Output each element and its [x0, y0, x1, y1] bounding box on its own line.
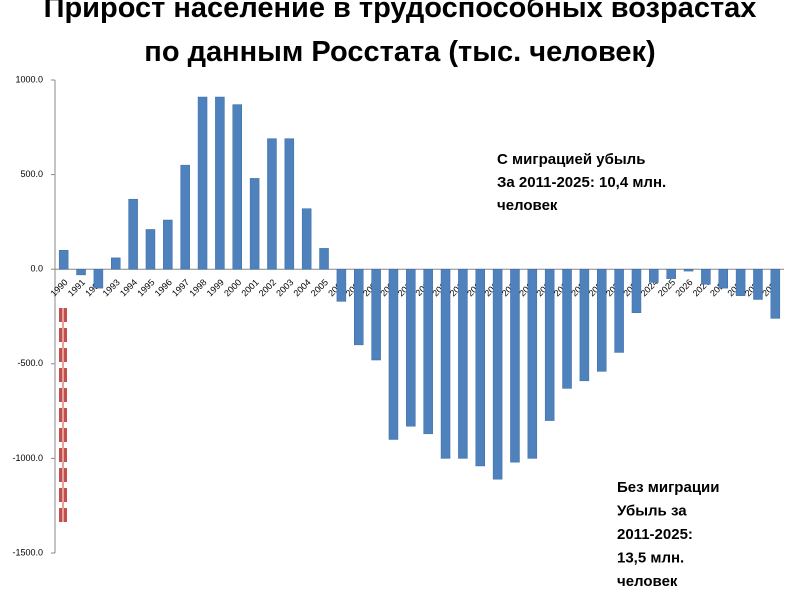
x-tick-label: 1994	[118, 277, 139, 298]
bar	[215, 96, 225, 270]
bar	[492, 268, 503, 480]
bar	[336, 268, 347, 302]
bar	[93, 268, 104, 289]
bar	[180, 164, 190, 270]
bar	[683, 268, 694, 272]
bar	[319, 248, 329, 270]
x-tick-label: 1998	[187, 277, 208, 298]
x-tick-label: 2026	[673, 277, 694, 298]
x-tick-label: 2025	[656, 277, 677, 298]
annotation: Убыль за	[617, 502, 687, 519]
bar	[527, 268, 538, 459]
annotation: Без миграции	[617, 479, 719, 496]
bar	[544, 268, 555, 421]
bar	[145, 229, 156, 270]
x-tick-label: 1997	[170, 277, 191, 298]
bar	[440, 268, 451, 459]
x-tick-label: 2002	[257, 277, 278, 298]
annotation: За 2011-2025: 10,4 млн.	[497, 174, 666, 191]
y-tick-label: 0.0	[30, 264, 43, 274]
x-tick-label: 2001	[239, 277, 260, 298]
y-tick-label: -1500.0	[12, 547, 43, 557]
bar	[388, 268, 399, 440]
bar	[666, 268, 676, 279]
bar	[111, 257, 121, 270]
bar	[58, 250, 69, 270]
x-tick-label: 1995	[135, 277, 156, 298]
bar	[267, 138, 277, 270]
bar	[614, 268, 624, 353]
bar	[128, 198, 138, 270]
bar	[197, 96, 208, 270]
bar	[562, 268, 572, 389]
bar	[301, 208, 312, 270]
annotation: С миграцией убыль	[497, 151, 645, 168]
bar	[510, 268, 520, 463]
bar	[631, 268, 642, 313]
x-tick-label: 1993	[101, 277, 122, 298]
x-tick-label: 1990	[49, 277, 70, 298]
annotation: 13,5 млн.	[617, 549, 684, 566]
bar	[249, 178, 260, 270]
bar	[458, 268, 468, 459]
y-tick-label: 1000.0	[15, 74, 43, 84]
annotation: человек	[617, 573, 678, 590]
bar	[406, 268, 416, 427]
x-tick-label: 2004	[292, 277, 313, 298]
bar	[718, 268, 728, 289]
x-tick-label: 1996	[153, 277, 174, 298]
x-tick-label: 1991	[66, 277, 87, 298]
bar	[770, 268, 781, 319]
bar	[597, 268, 607, 372]
y-tick-label: 500.0	[20, 169, 43, 179]
annotation: 2011-2025:	[617, 526, 693, 543]
x-tick-label: 2005	[309, 277, 330, 298]
bar	[649, 268, 659, 283]
bar	[475, 268, 485, 467]
x-tick-label: 2000	[222, 277, 243, 298]
bar	[284, 138, 295, 270]
bar	[354, 268, 364, 346]
bar	[371, 268, 381, 361]
bar	[76, 268, 86, 276]
bar	[701, 268, 711, 285]
bar	[579, 268, 590, 382]
x-tick-label: 1999	[205, 277, 226, 298]
x-tick-label: 2003	[274, 277, 295, 298]
y-tick-label: -500.0	[17, 358, 43, 368]
bar	[735, 268, 746, 296]
annotation: человек	[497, 197, 558, 214]
bar	[163, 219, 173, 270]
chart-title: Прирост население в трудоспособных возра…	[43, 0, 757, 68]
bar	[753, 268, 763, 300]
bar	[423, 268, 433, 435]
bar	[232, 104, 242, 270]
y-tick-label: -1000.0	[12, 453, 43, 463]
